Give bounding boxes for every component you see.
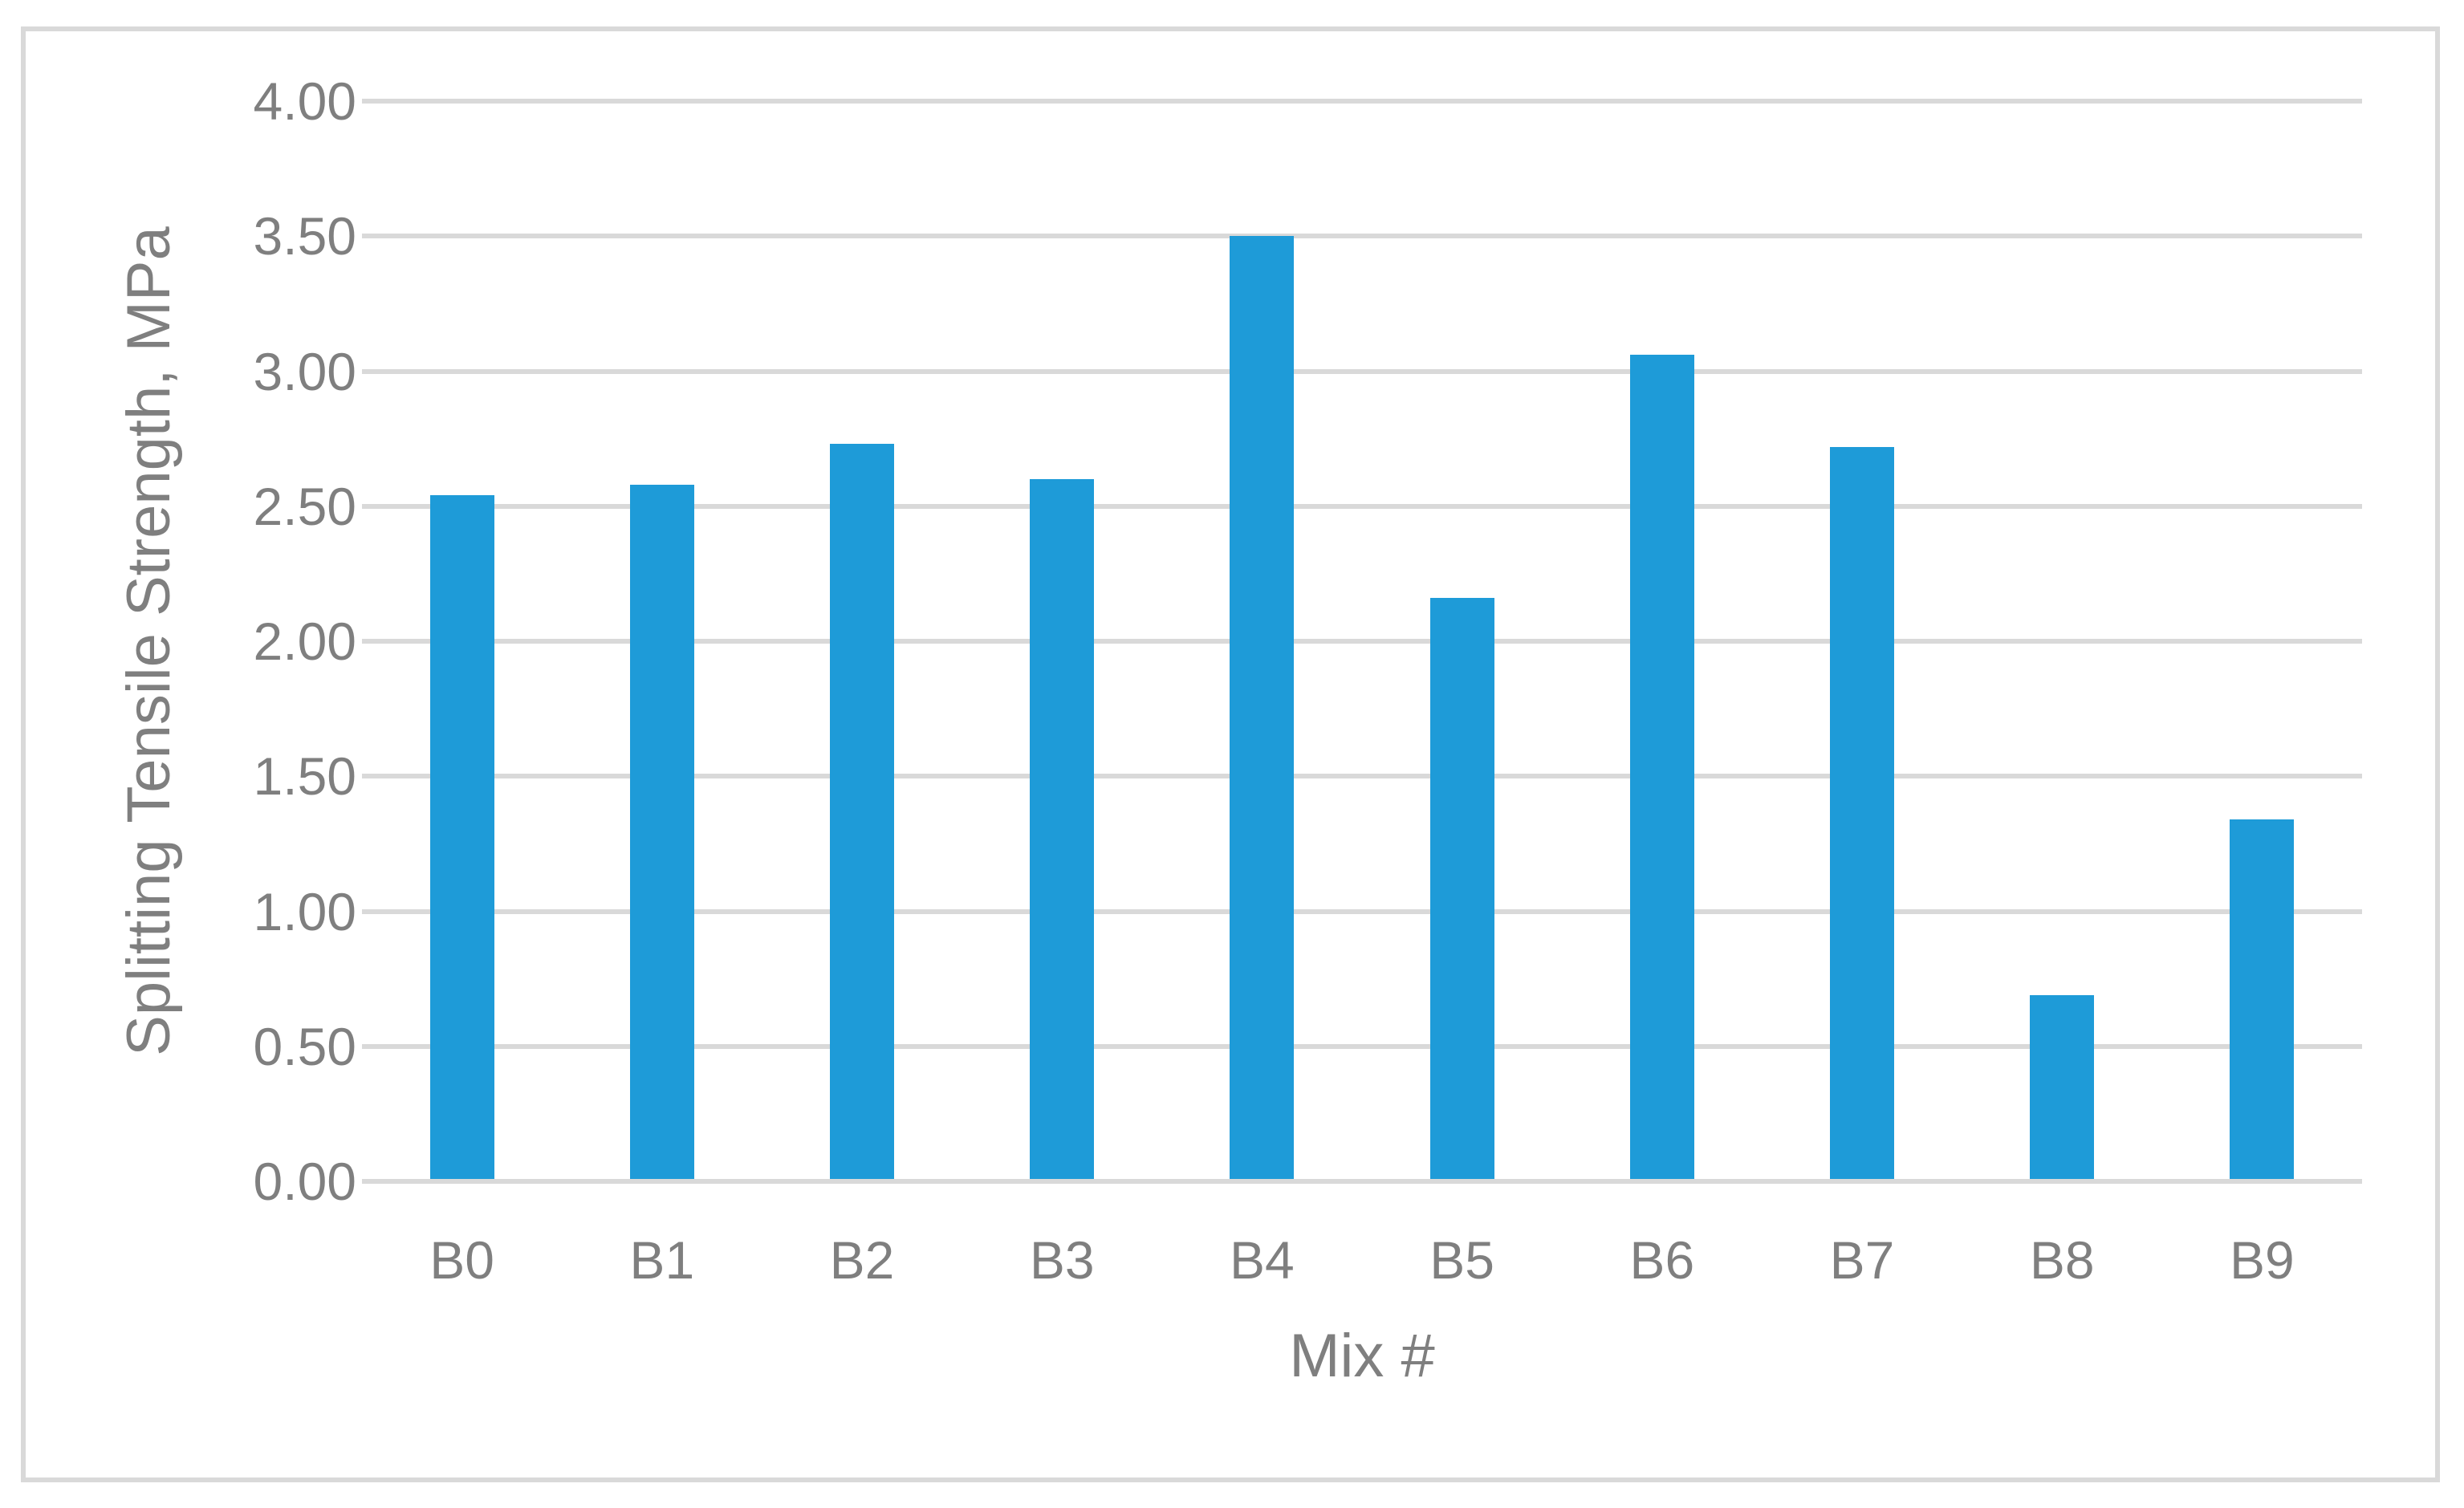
plot-area: Splitting Tensile Strength, MPa Mix # 0.…: [26, 31, 2435, 1478]
y-tick-label: 4.00: [253, 71, 356, 131]
y-tick-label: 2.50: [253, 476, 356, 536]
bar-B7: [1830, 446, 1894, 1181]
y-tick-label: 2.00: [253, 612, 356, 671]
y-tick-label: 1.00: [253, 881, 356, 941]
y-tick-label: 3.00: [253, 341, 356, 401]
x-category-label: B1: [629, 1230, 695, 1290]
bar-B5: [1429, 598, 1494, 1181]
bar-B9: [2230, 819, 2295, 1181]
bar-B3: [1030, 479, 1095, 1181]
x-category-label: B6: [1629, 1230, 1695, 1290]
x-category-label: B3: [1029, 1230, 1095, 1290]
y-tick-label: 0.00: [253, 1152, 356, 1211]
y-tick-label: 1.50: [253, 746, 356, 807]
bar-B1: [629, 484, 694, 1181]
y-tick-label: 0.50: [253, 1016, 356, 1076]
x-category-label: B8: [2029, 1230, 2095, 1290]
x-category-label: B9: [2230, 1230, 2295, 1290]
gridline: [362, 99, 2362, 104]
chart-frame: Splitting Tensile Strength, MPa Mix # 0.…: [21, 26, 2440, 1482]
bar-B2: [830, 444, 894, 1181]
x-category-label: B5: [1429, 1230, 1494, 1290]
bar-B0: [429, 495, 494, 1181]
x-axis-baseline: [362, 1179, 2362, 1184]
gridline: [362, 368, 2362, 374]
x-category-label: B7: [1829, 1230, 1895, 1290]
x-category-label: B0: [429, 1230, 494, 1290]
gridline: [362, 503, 2362, 509]
y-tick-label: 3.50: [253, 206, 356, 266]
bar-B6: [1629, 355, 1694, 1181]
gridline: [362, 234, 2362, 239]
bar-B8: [2030, 994, 2095, 1181]
bar-B4: [1230, 236, 1295, 1181]
x-axis-title: Mix #: [1289, 1322, 1435, 1390]
gridline: [362, 639, 2362, 644]
gridline: [362, 774, 2362, 779]
x-category-label: B4: [1230, 1230, 1295, 1290]
gridline: [362, 908, 2362, 914]
x-category-label: B2: [829, 1230, 895, 1290]
gridline: [362, 1043, 2362, 1049]
